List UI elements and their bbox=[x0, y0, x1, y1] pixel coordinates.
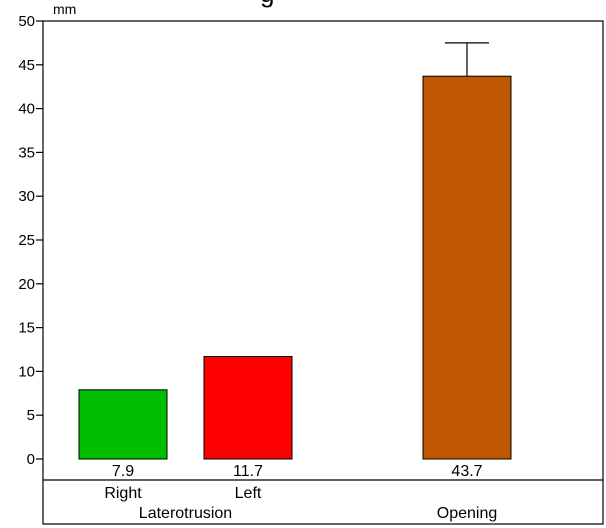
y-tick-label: 25 bbox=[18, 232, 35, 249]
y-tick-label: 20 bbox=[18, 276, 35, 293]
group-label: Laterotrusion bbox=[139, 505, 232, 522]
value-label: 7.9 bbox=[112, 463, 134, 480]
category-label: Left bbox=[235, 485, 262, 502]
group-label: Opening bbox=[437, 505, 498, 522]
y-axis: 0 5 10 15 20 25 30 35 40 45 50 bbox=[18, 13, 43, 468]
y-tick-label: 5 bbox=[27, 407, 35, 424]
bar-right bbox=[78, 389, 168, 460]
y-tick-label: 10 bbox=[18, 363, 35, 380]
value-label: 43.7 bbox=[451, 463, 482, 480]
plot-border bbox=[42, 20, 604, 525]
y-tick-label: 45 bbox=[18, 57, 35, 74]
plot-frame bbox=[42, 20, 604, 525]
chart-title-fragment: g bbox=[260, 0, 274, 9]
y-tick-label: 35 bbox=[18, 144, 35, 161]
y-tick-label: 40 bbox=[18, 101, 35, 118]
y-tick-label: 15 bbox=[18, 320, 35, 337]
bars bbox=[78, 42, 512, 460]
value-labels: 7.9 11.7 43.7 bbox=[112, 463, 483, 480]
bar-left bbox=[203, 356, 293, 460]
y-tick-label: 30 bbox=[18, 188, 35, 205]
y-axis-unit-label: mm bbox=[53, 1, 76, 17]
y-tick-label: 50 bbox=[18, 13, 35, 30]
category-label: Right bbox=[104, 485, 142, 502]
value-label: 11.7 bbox=[233, 463, 263, 480]
y-tick-label: 0 bbox=[27, 451, 35, 468]
bar-opening bbox=[422, 75, 512, 460]
